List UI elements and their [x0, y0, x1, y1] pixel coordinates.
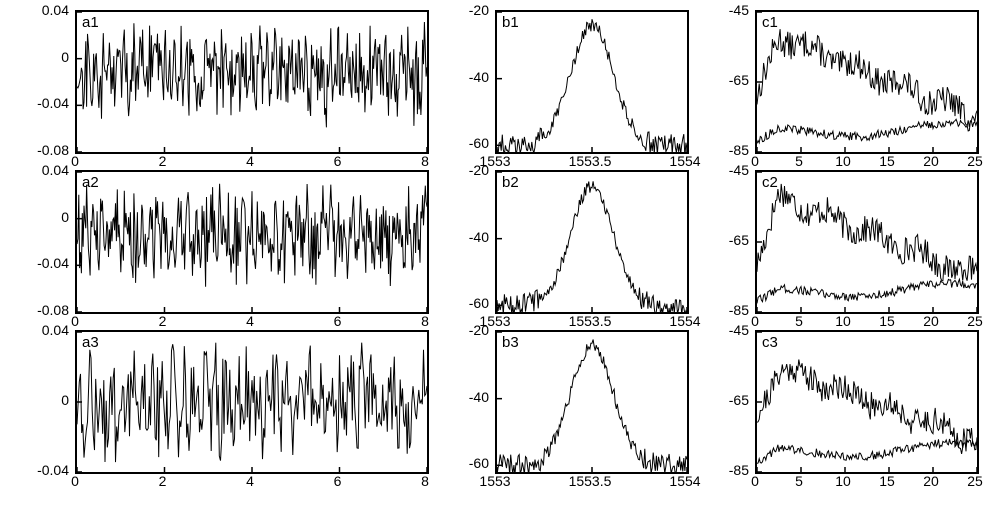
tick-label: 25	[950, 474, 1000, 488]
tick-label: -65	[697, 73, 749, 87]
trace-line	[757, 29, 977, 131]
plot-svg	[77, 172, 427, 312]
tick-label: -45	[697, 163, 749, 177]
panel-label: a3	[82, 334, 99, 351]
tick-label: 5	[774, 314, 824, 328]
tick-label: 0	[50, 474, 100, 488]
tick-label: -0.04	[17, 96, 69, 110]
tick-label: 15	[862, 474, 912, 488]
plot-svg	[757, 332, 977, 472]
plot-svg	[497, 12, 687, 152]
tick-label: -60	[437, 456, 489, 470]
tick-label: -40	[437, 230, 489, 244]
trace-line	[757, 279, 977, 303]
panel-label: b2	[502, 174, 519, 191]
tick-label: 4	[225, 474, 275, 488]
tick-label: 6	[313, 474, 363, 488]
tick-label: 20	[906, 154, 956, 168]
plot-svg	[757, 12, 977, 152]
trace-line	[77, 22, 427, 127]
tick-label: 0.04	[17, 163, 69, 177]
tick-label: 10	[818, 154, 868, 168]
trace-line	[77, 184, 427, 287]
tick-label: 2	[138, 474, 188, 488]
plot-panel-c3: c3	[755, 330, 979, 474]
plot-svg	[497, 172, 687, 312]
tick-label: 25	[950, 154, 1000, 168]
tick-label: -60	[437, 136, 489, 150]
plot-svg	[757, 172, 977, 312]
tick-label: -20	[437, 163, 489, 177]
panel-label: a1	[82, 14, 99, 31]
trace-line	[757, 119, 977, 143]
panel-label: a2	[82, 174, 99, 191]
tick-label: -40	[437, 70, 489, 84]
tick-label: 2	[138, 314, 188, 328]
trace-line	[757, 184, 977, 281]
tick-label: 5	[774, 154, 824, 168]
tick-label: -65	[697, 233, 749, 247]
tick-label: 15	[862, 314, 912, 328]
plot-svg	[497, 332, 687, 472]
tick-label: 4	[225, 314, 275, 328]
tick-label: -40	[437, 390, 489, 404]
trace-line	[497, 19, 687, 152]
tick-label: 20	[906, 314, 956, 328]
tick-label: 8	[400, 474, 450, 488]
tick-label: -20	[437, 3, 489, 17]
tick-label: 10	[818, 314, 868, 328]
plot-panel-b1: b1	[495, 10, 689, 154]
tick-label: 0.04	[17, 323, 69, 337]
plot-panel-a1: a1	[75, 10, 429, 154]
tick-label: 6	[313, 314, 363, 328]
tick-label: 2	[138, 154, 188, 168]
tick-label: -60	[437, 296, 489, 310]
tick-label: 1553	[470, 474, 520, 488]
tick-label: 0.04	[17, 3, 69, 17]
plot-panel-c2: c2	[755, 170, 979, 314]
tick-label: 1553.5	[565, 474, 615, 488]
plot-panel-a3: a3	[75, 330, 429, 474]
tick-label: 0	[17, 210, 69, 224]
tick-label: 1553.5	[565, 154, 615, 168]
tick-label: -65	[697, 393, 749, 407]
tick-label: 0	[730, 474, 780, 488]
tick-label: 20	[906, 474, 956, 488]
plot-panel-b2: b2	[495, 170, 689, 314]
tick-label: 0	[17, 50, 69, 64]
tick-label: 15	[862, 154, 912, 168]
panel-label: c1	[762, 14, 778, 31]
tick-label: -45	[697, 3, 749, 17]
plot-svg	[77, 332, 427, 472]
tick-label: 5	[774, 474, 824, 488]
trace-line	[77, 343, 427, 462]
trace-line	[757, 439, 977, 463]
plot-svg	[77, 12, 427, 152]
panel-label: c2	[762, 174, 778, 191]
panel-label: b3	[502, 334, 519, 351]
trace-line	[497, 340, 687, 473]
panel-label: c3	[762, 334, 778, 351]
tick-label: 25	[950, 314, 1000, 328]
tick-label: -45	[697, 323, 749, 337]
trace-line	[497, 181, 687, 312]
tick-label: -0.04	[17, 256, 69, 270]
tick-label: 6	[313, 154, 363, 168]
plot-panel-c1: c1	[755, 10, 979, 154]
panel-label: b1	[502, 14, 519, 31]
tick-label: 4	[225, 154, 275, 168]
trace-line	[757, 360, 977, 454]
tick-label: 1553.5	[565, 314, 615, 328]
tick-label: -20	[437, 323, 489, 337]
plot-panel-a2: a2	[75, 170, 429, 314]
plot-panel-b3: b3	[495, 330, 689, 474]
tick-label: 10	[818, 474, 868, 488]
tick-label: 0	[17, 393, 69, 407]
